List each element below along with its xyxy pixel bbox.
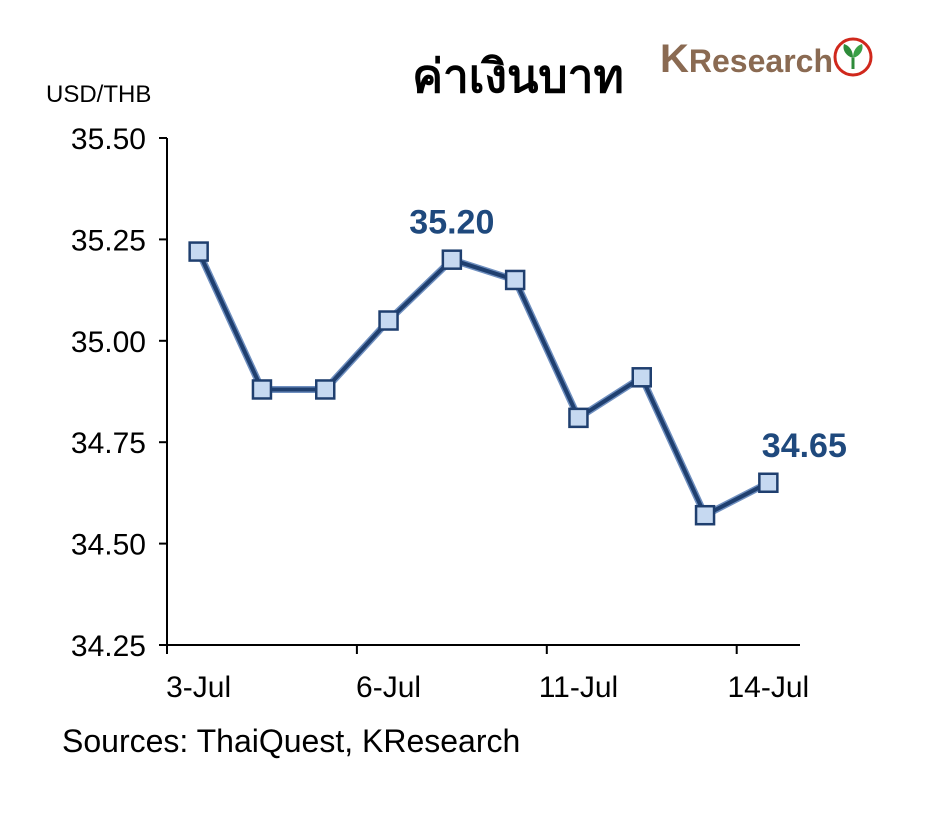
y-tick-labels: 35.50 35.25 35.00 34.75 34.50 34.25 bbox=[71, 123, 146, 663]
y-tick-marks bbox=[159, 137, 167, 646]
data-point bbox=[758, 472, 779, 494]
y-tick-label: 34.50 bbox=[71, 529, 146, 562]
data-label: 35.20 bbox=[409, 204, 494, 242]
y-tick-label: 35.50 bbox=[71, 123, 146, 156]
y-tick-label: 34.25 bbox=[71, 630, 146, 663]
data-point bbox=[188, 241, 209, 262]
x-tick-label: 3-Jul bbox=[166, 671, 231, 704]
data-point bbox=[441, 249, 463, 270]
data-point bbox=[568, 407, 589, 429]
x-tick-label: 11-Jul bbox=[539, 671, 618, 704]
data-point bbox=[378, 310, 399, 331]
series-line-shadow bbox=[195, 250, 770, 519]
leaf-icon bbox=[833, 37, 873, 77]
data-point bbox=[694, 504, 716, 526]
x-tick-label: 14-Jul bbox=[727, 671, 809, 704]
logo-text: KResearch bbox=[660, 37, 833, 81]
data-point bbox=[631, 367, 652, 388]
y-tick-label: 35.00 bbox=[71, 326, 146, 359]
chart-title: ค่าเงินบาท bbox=[412, 49, 624, 103]
y-axis-label: USD/THB bbox=[46, 81, 151, 108]
series-line bbox=[196, 250, 770, 518]
x-tick-label: 6-Jul bbox=[356, 671, 421, 704]
kresearch-logo: KResearch bbox=[660, 37, 873, 81]
data-point bbox=[251, 379, 273, 400]
x-tick-marks bbox=[166, 645, 738, 654]
source-note: Sources: ThaiQuest, KResearch bbox=[62, 723, 520, 759]
series-usd-thb bbox=[188, 241, 779, 526]
x-tick-labels: 3-Jul 6-Jul 11-Jul 14-Jul bbox=[166, 671, 809, 704]
data-point bbox=[504, 269, 526, 291]
y-tick-label: 34.75 bbox=[71, 427, 146, 460]
data-point bbox=[315, 379, 336, 400]
y-tick-label: 35.25 bbox=[71, 224, 146, 257]
data-label: 34.65 bbox=[762, 427, 847, 465]
data-annotations: 35.20 34.65 bbox=[409, 204, 847, 465]
